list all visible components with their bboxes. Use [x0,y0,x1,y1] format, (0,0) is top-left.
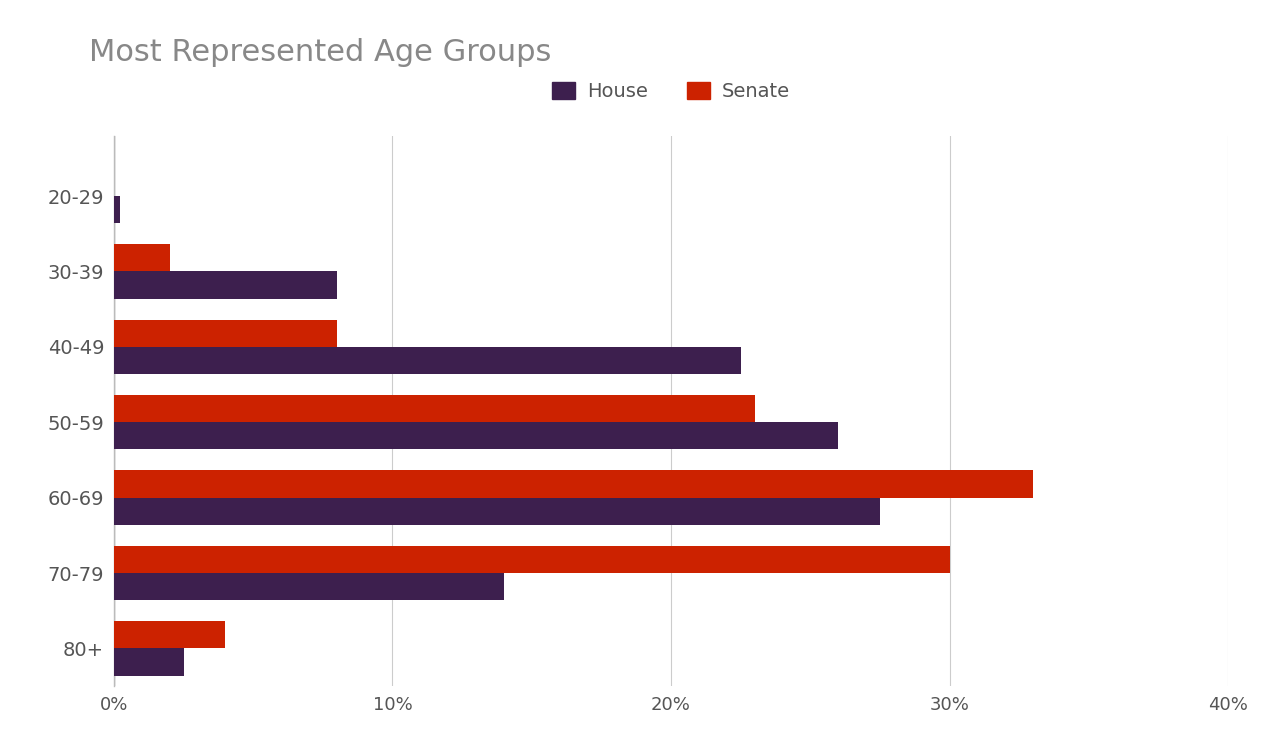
Bar [114,422,838,449]
Bar [114,196,119,223]
Bar [114,320,337,347]
Bar [114,648,184,676]
Bar [114,395,755,422]
Bar [114,347,741,374]
Bar [114,573,504,600]
Bar [114,271,337,299]
Bar [114,621,225,648]
Bar [114,470,1033,498]
Text: Most Represented Age Groups: Most Represented Age Groups [89,38,551,66]
Bar [114,546,950,573]
Bar [114,244,170,271]
Bar [114,498,880,525]
Legend: House, Senate: House, Senate [544,74,798,109]
